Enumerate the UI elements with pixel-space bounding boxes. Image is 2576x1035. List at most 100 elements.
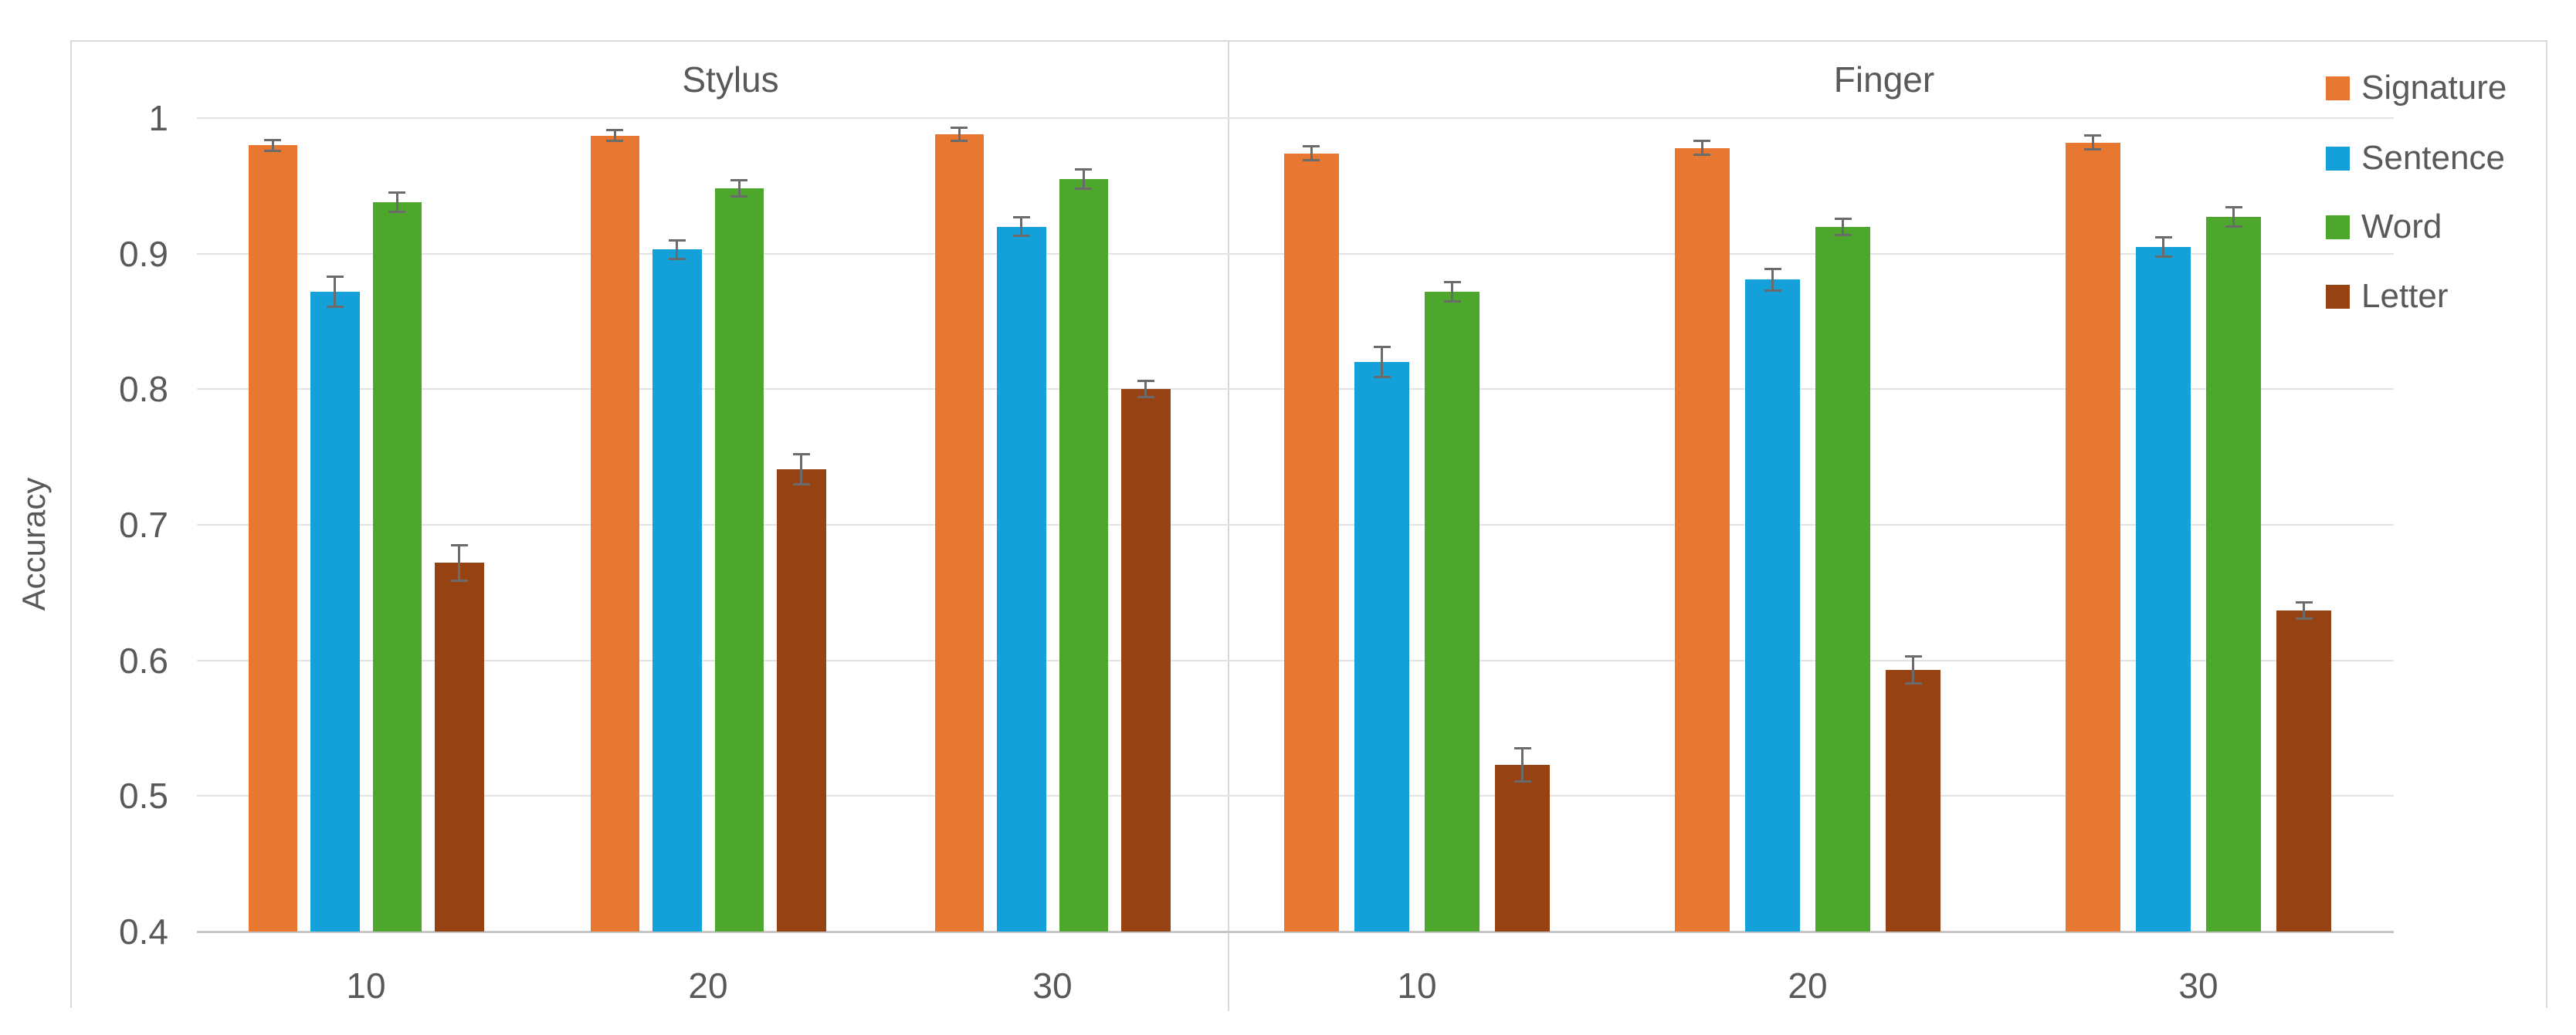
error-bar xyxy=(1310,146,1313,161)
legend-label: Sentence xyxy=(2361,138,2505,177)
error-bar-cap-bottom xyxy=(951,140,968,143)
error-bar xyxy=(2162,237,2164,257)
error-bar-cap-top xyxy=(2084,134,2102,137)
legend-swatch-letter xyxy=(2326,284,2350,309)
error-bar xyxy=(613,130,616,141)
legend-swatch-sentence xyxy=(2326,146,2350,171)
bar-signature xyxy=(934,134,984,932)
error-bar xyxy=(2091,135,2094,150)
error-bar-cap-top xyxy=(668,238,686,242)
error-bar-cap-top xyxy=(450,543,468,546)
bar-sentence xyxy=(1744,279,1801,932)
error-bar-cap-bottom xyxy=(1012,235,1030,238)
error-bar-cap-top xyxy=(1137,380,1154,383)
bar-signature xyxy=(248,145,297,932)
y-tick-label: 0.9 xyxy=(119,234,168,274)
legend-swatch-signature xyxy=(2326,76,2350,100)
bar-signature xyxy=(1283,153,1340,932)
gridline xyxy=(197,117,2394,119)
chart-border-right xyxy=(2546,40,2547,1008)
error-bar xyxy=(800,454,803,485)
error-bar-cap-top xyxy=(1012,215,1030,218)
error-bar-cap-bottom xyxy=(264,149,282,152)
y-tick-label: 1 xyxy=(148,98,168,138)
error-bar xyxy=(958,127,961,141)
error-bar-cap-bottom xyxy=(1693,153,1711,156)
error-bar-cap-bottom xyxy=(1904,682,1922,685)
panel-divider xyxy=(1228,40,1229,1011)
error-bar xyxy=(1842,218,1844,235)
error-bar-cap-top xyxy=(388,191,406,194)
error-bar-cap-bottom xyxy=(730,195,748,198)
panel-title-finger: Finger xyxy=(1833,59,1935,100)
error-bar-cap-bottom xyxy=(450,579,468,582)
bar-sentence xyxy=(652,249,702,932)
error-bar-cap-bottom xyxy=(326,305,344,308)
bar-letter xyxy=(435,563,484,932)
x-axis-line xyxy=(197,931,2394,933)
bar-letter xyxy=(777,469,826,932)
error-bar-cap-top xyxy=(1904,654,1922,658)
error-bar-cap-bottom xyxy=(2225,225,2242,228)
error-bar-cap-bottom xyxy=(2295,617,2313,620)
error-bar-cap-bottom xyxy=(1513,780,1531,783)
legend-label: Signature xyxy=(2361,68,2507,107)
bar-letter xyxy=(1885,670,1941,932)
legend-label: Letter xyxy=(2361,276,2449,315)
error-bar xyxy=(2303,602,2306,619)
bar-signature xyxy=(590,135,639,932)
error-bar-cap-bottom xyxy=(1764,289,1781,292)
error-bar xyxy=(1771,269,1774,291)
error-bar xyxy=(458,545,461,580)
bar-letter xyxy=(2276,610,2332,932)
error-bar-cap-top xyxy=(1075,168,1093,171)
error-bar-cap-bottom xyxy=(1075,187,1093,190)
chart-border-left xyxy=(70,40,72,1008)
error-bar-cap-bottom xyxy=(1443,299,1461,303)
error-bar xyxy=(1020,217,1023,236)
bar-word xyxy=(372,201,422,932)
error-bar-cap-bottom xyxy=(792,482,810,485)
error-bar xyxy=(1451,282,1453,302)
error-bar-cap-top xyxy=(1373,346,1391,349)
bar-word xyxy=(1815,226,1871,932)
error-bar xyxy=(395,192,398,212)
error-bar-cap-top xyxy=(606,129,624,132)
error-bar xyxy=(1912,656,1915,684)
error-bar xyxy=(2232,207,2235,227)
error-bar xyxy=(737,180,741,197)
bar-word xyxy=(714,188,764,932)
x-tick-label: 10 xyxy=(346,966,386,1006)
error-bar xyxy=(271,140,274,151)
error-bar-cap-top xyxy=(2154,236,2172,239)
error-bar-cap-bottom xyxy=(2084,147,2102,151)
bar-sentence xyxy=(997,226,1046,932)
error-bar-cap-bottom xyxy=(606,140,624,143)
error-bar-cap-top xyxy=(1764,267,1781,270)
error-bar-cap-top xyxy=(264,138,282,141)
legend-label: Word xyxy=(2361,207,2442,245)
error-bar xyxy=(1082,169,1085,189)
chart-border-top xyxy=(70,40,2546,42)
error-bar xyxy=(1381,347,1383,377)
x-tick-label: 20 xyxy=(1788,966,1828,1006)
error-bar-cap-top xyxy=(1693,140,1711,143)
error-bar-cap-top xyxy=(2225,206,2242,209)
error-bar-cap-top xyxy=(1834,217,1852,220)
bar-sentence xyxy=(1354,362,1410,932)
bar-sentence xyxy=(2135,246,2191,932)
bar-word xyxy=(2205,217,2262,932)
error-bar-cap-top xyxy=(1303,145,1320,148)
y-tick-label: 0.4 xyxy=(119,912,168,952)
y-axis-title: Accuracy xyxy=(15,477,52,611)
error-bar xyxy=(676,240,679,259)
bar-letter xyxy=(1494,764,1551,932)
error-bar-cap-bottom xyxy=(1303,159,1320,161)
bar-signature xyxy=(2065,142,2121,932)
x-tick-label: 10 xyxy=(1397,966,1437,1006)
error-bar-cap-bottom xyxy=(1137,396,1154,399)
error-bar-cap-top xyxy=(1443,281,1461,284)
x-tick-label: 30 xyxy=(1032,966,1073,1006)
error-bar-cap-top xyxy=(326,276,344,278)
